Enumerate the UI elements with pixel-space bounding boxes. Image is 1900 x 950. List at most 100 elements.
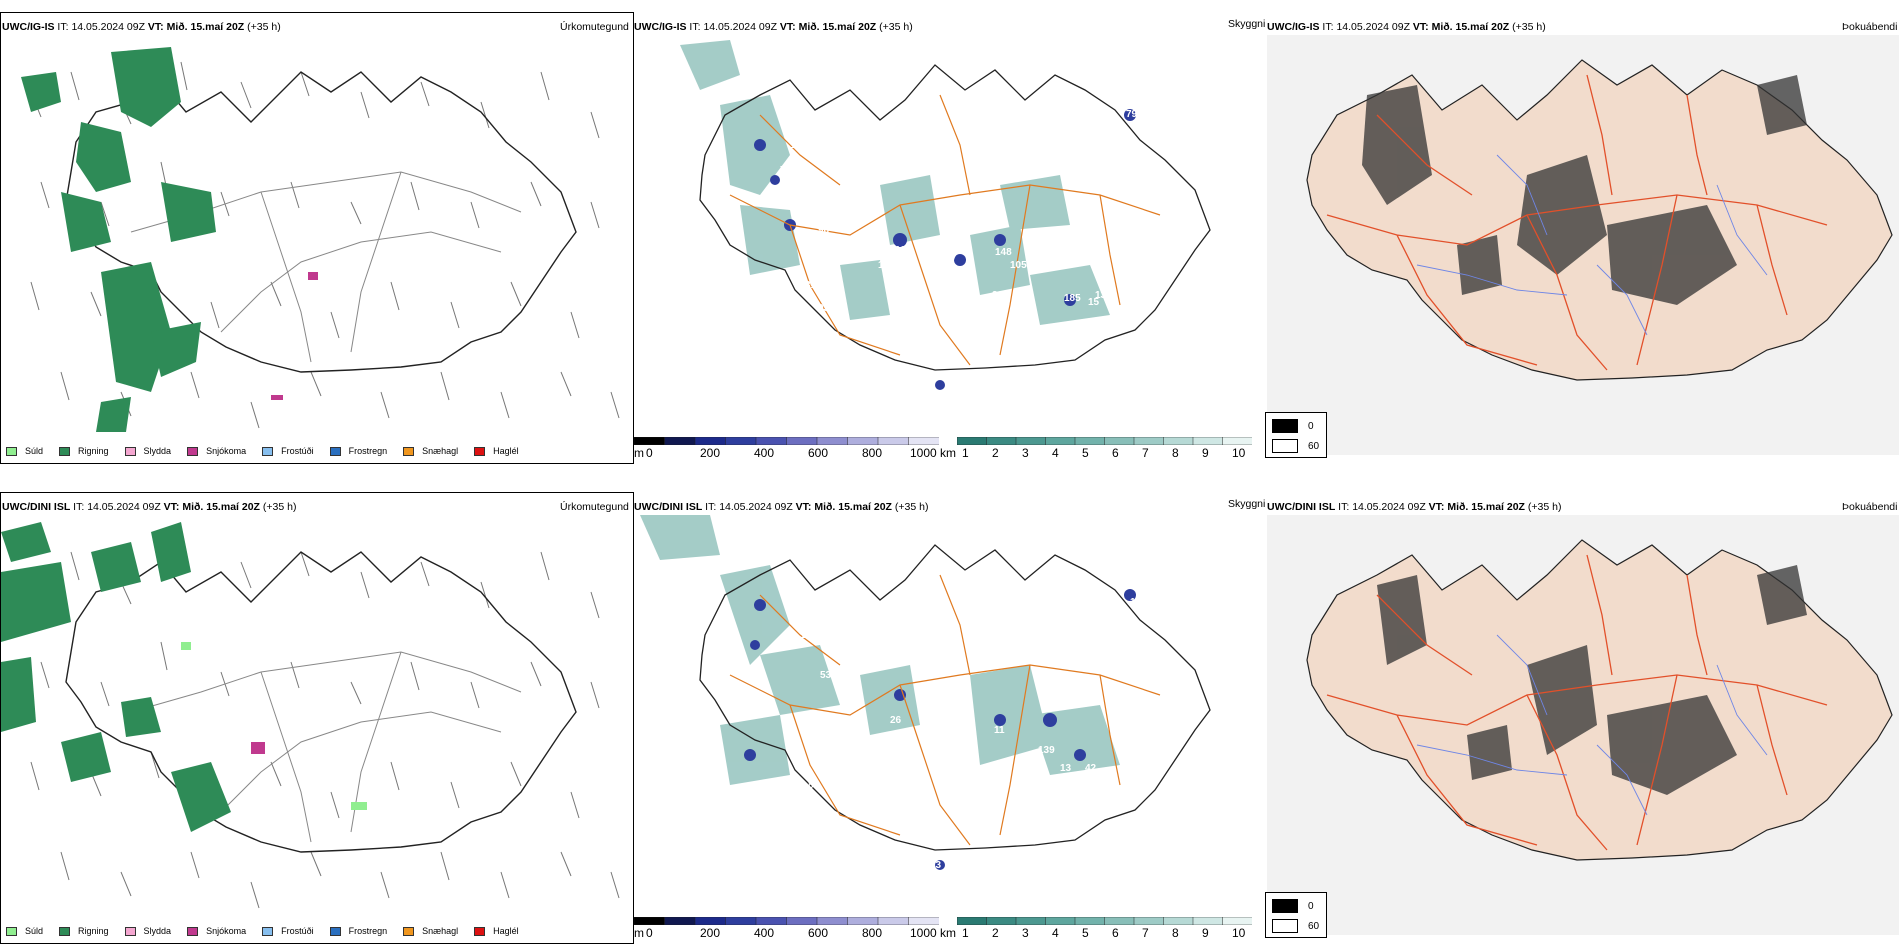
- legend-label: Frostúði: [281, 926, 314, 936]
- iceland-outline: [65, 551, 577, 853]
- legend-label: Frostúði: [281, 446, 314, 456]
- legend-item: Snjókoma: [187, 926, 246, 936]
- precip-type-panel-bottom: Súld Rigning Slydda Snjókoma Frostúði Fr…: [0, 492, 634, 944]
- wind-barbs: [30, 541, 620, 909]
- precip-legend-top: Súld Rigning Slydda Snjókoma Frostúði Fr…: [6, 444, 535, 458]
- legend-label: Snjókoma: [206, 926, 247, 936]
- cell-value: 96: [818, 225, 830, 236]
- colorbar-swatch: [786, 917, 818, 925]
- vt-value: Mið. 15.maí 20Z: [1447, 501, 1525, 513]
- visibility-shading: [640, 515, 1120, 785]
- it-label: IT:: [1322, 21, 1334, 33]
- colorbar-swatch: [1045, 917, 1076, 925]
- legend-swatch: [59, 926, 71, 936]
- altitude-tick: 600: [808, 446, 829, 460]
- legend-swatch: [187, 446, 199, 456]
- colorbar-swatch: [1074, 917, 1106, 925]
- legend-item: Rigning: [59, 926, 109, 936]
- visibility-tick: 3: [1022, 926, 1029, 940]
- lead-time: (+35 h): [247, 21, 281, 33]
- altitude-tick: 200: [700, 926, 721, 940]
- cell-value: 28: [958, 790, 970, 801]
- legend-label: Snæhagl: [422, 926, 459, 936]
- rain-areas: [21, 47, 216, 432]
- colorbar-swatch: [1222, 917, 1252, 925]
- altitude-tick: 1000: [910, 926, 937, 940]
- it-value: 14.05.2024 09Z: [1352, 501, 1426, 513]
- cell-value: 74: [780, 165, 792, 176]
- header-precip-top: UWC/IG-IS IT: 14.05.2024 09Z VT: Mið. 15…: [2, 21, 281, 34]
- panel-title-fog: Þokuábendi: [1842, 501, 1898, 513]
- precip-type-map: [21, 47, 620, 432]
- visibility-tick: 9: [1202, 926, 1209, 940]
- colorbar-swatch: [908, 437, 939, 445]
- header-visibility-top: UWC/IG-IS IT: 14.05.2024 09Z VT: Mið. 15…: [634, 21, 913, 34]
- cell-value: 21: [992, 290, 1004, 301]
- colorbar-swatch: [1192, 917, 1224, 925]
- it-label: IT:: [57, 21, 69, 33]
- legend-label: Snjókoma: [206, 446, 247, 456]
- road-network: [130, 651, 522, 843]
- altitude-unit-top: m: [634, 446, 644, 460]
- altitude-tick: 800: [862, 926, 883, 940]
- legend-item: Snæhagl: [403, 926, 458, 936]
- colorbar-swatch: [877, 437, 910, 445]
- it-value: 14.05.2024 09Z: [87, 501, 161, 513]
- it-label: IT:: [73, 501, 85, 513]
- legend-swatch: [329, 446, 341, 456]
- cell-value: 26: [890, 715, 902, 726]
- panel-title-visibility: Skyggni: [1228, 18, 1266, 30]
- colorbar-swatch: [634, 437, 666, 445]
- lead-time: (+35 h): [1527, 501, 1562, 513]
- cell-value: 107: [940, 253, 957, 264]
- visibility-tick: 8: [1172, 926, 1179, 940]
- colorbar-swatch: [1074, 437, 1106, 445]
- visibility-tick: 6: [1112, 446, 1119, 460]
- cell-value: 132: [800, 630, 817, 641]
- cell-value: 31: [805, 280, 817, 291]
- cell-value: 12: [815, 765, 827, 776]
- header-fog-bottom: UWC/DINI ISL IT: 14.05.2024 09Z VT: Mið.…: [1267, 501, 1561, 514]
- fog-legend-label: 0: [1308, 900, 1314, 912]
- fog-legend-item: 0: [1272, 419, 1314, 433]
- colorbar-swatch: [1133, 437, 1165, 445]
- altitude-unit-bottom: m: [634, 926, 644, 940]
- map-frame: [0, 492, 634, 944]
- cell-value: 97: [980, 317, 992, 328]
- visibility-unit-top: km: [940, 446, 956, 460]
- legend-item: Súld: [6, 446, 43, 456]
- cell-value: 30: [1070, 777, 1082, 788]
- iceland-outline: [699, 64, 1211, 371]
- visibility-ticks-bottom: 1 2 3 4 5 6 7 8 9 10: [962, 926, 1252, 940]
- visibility-cell-labels-bottom: 128 132 53 26 82 19 80 12 89 20 11 139 1…: [640, 515, 1240, 915]
- cell-value: 20: [960, 715, 972, 726]
- visibility-tick: 10: [1232, 446, 1246, 460]
- cell-value: 33: [785, 195, 797, 206]
- lead-time: (+35 h): [262, 501, 297, 513]
- colorbar-swatch: [1222, 437, 1252, 445]
- legend-swatch: [59, 446, 71, 456]
- cell-value: 89: [808, 780, 820, 791]
- visibility-tick: 4: [1052, 446, 1059, 460]
- precip-legend-bottom: Súld Rigning Slydda Snjókoma Frostúði Fr…: [6, 924, 535, 938]
- model-name: UWC/DINI ISL: [634, 501, 703, 513]
- colorbar-swatch: [1104, 917, 1135, 925]
- cell-value: 148: [995, 247, 1012, 258]
- cell-value: 128: [800, 610, 817, 621]
- legend-label: Slydda: [143, 446, 172, 456]
- cell-value: 123: [895, 245, 912, 256]
- legend-label: Frostregn: [348, 926, 388, 936]
- model-name: UWC/IG-IS: [2, 21, 55, 33]
- legend-item: Frostúði: [262, 446, 314, 456]
- cell-value: 79: [1126, 109, 1138, 120]
- legend-swatch: [403, 446, 415, 456]
- vt-value: Mið. 15.maí 20Z: [182, 501, 260, 513]
- panel-title-precip-type: Úrkomutegund: [560, 501, 629, 513]
- colorbar-swatch: [664, 437, 696, 445]
- legend-item: Slydda: [124, 926, 171, 936]
- cell-value: 13: [1095, 290, 1107, 301]
- visibility-colorbar-top: [957, 437, 1252, 445]
- colorbar-swatch: [664, 917, 696, 925]
- altitude-colorbar-top: [634, 437, 939, 445]
- legend-item: Slydda: [124, 446, 172, 456]
